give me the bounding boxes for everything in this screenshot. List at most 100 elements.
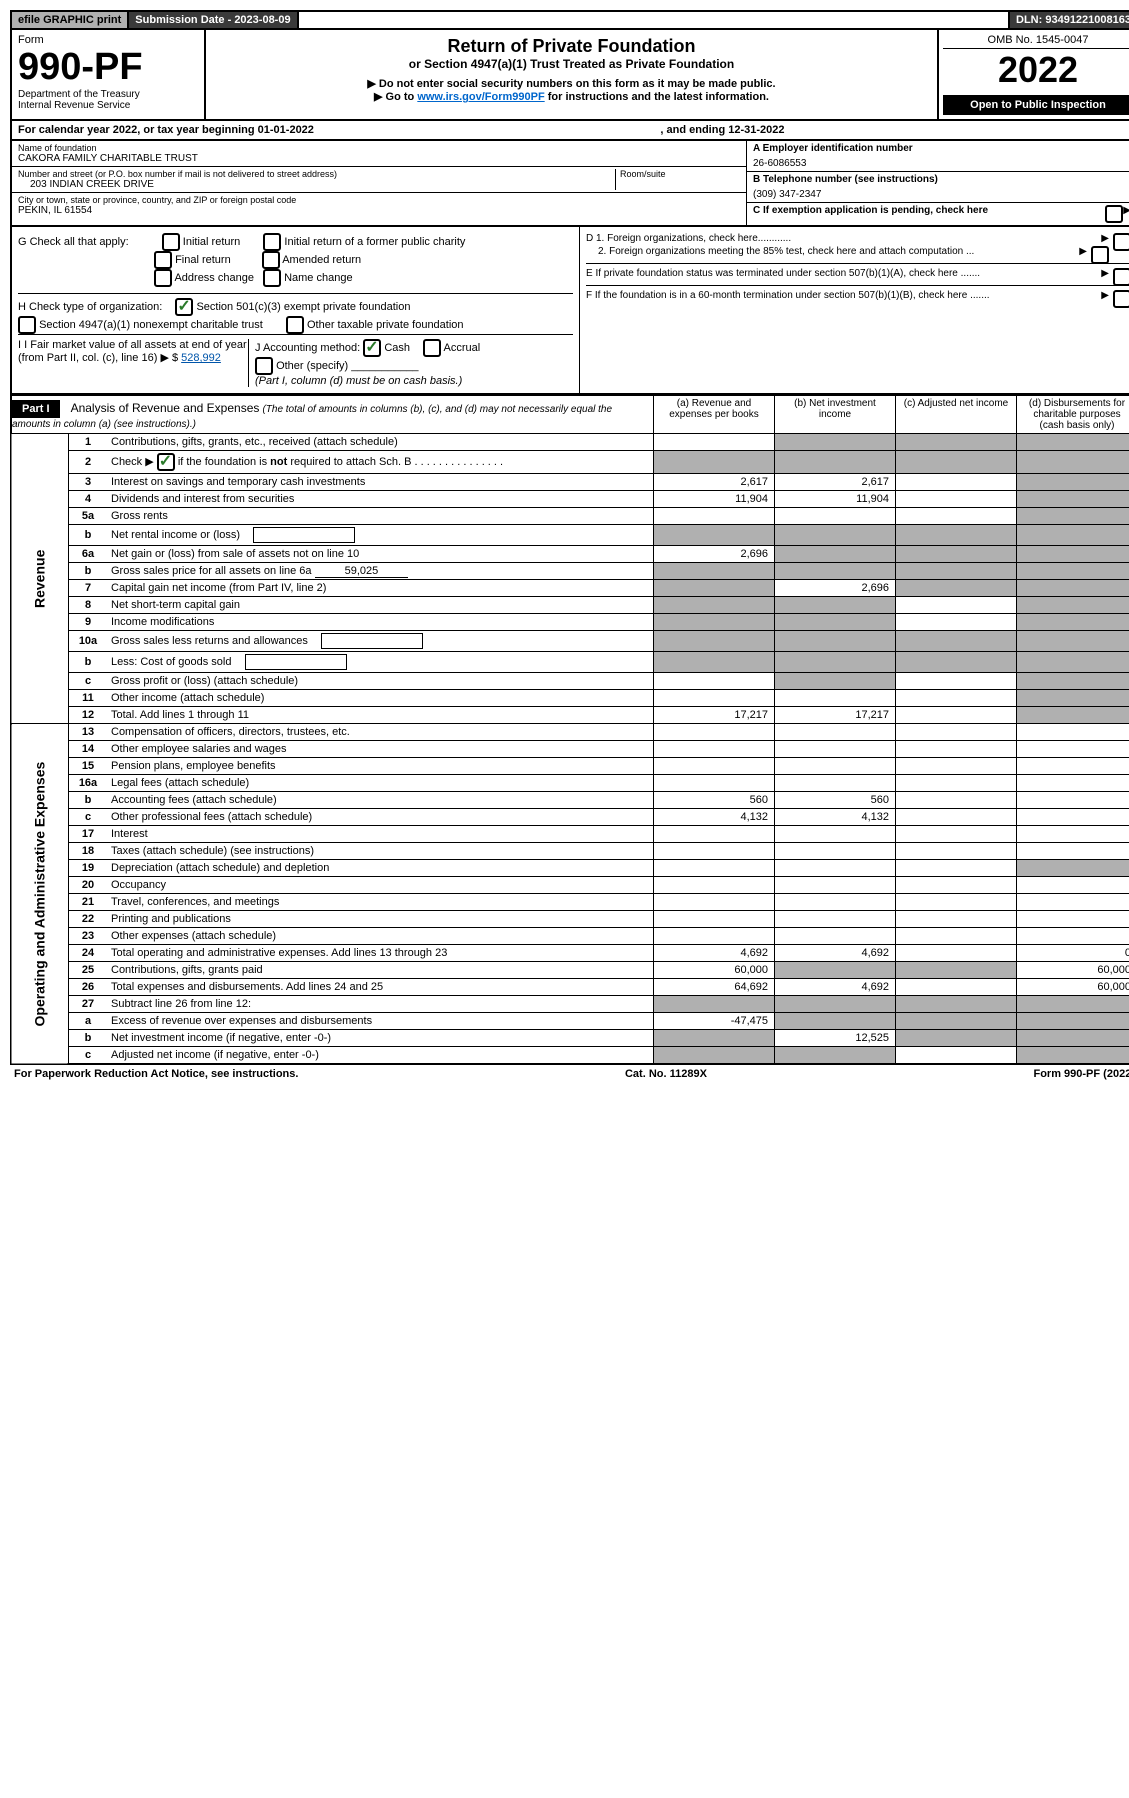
city-label: City or town, state or province, country… bbox=[18, 195, 740, 205]
line-description: Dividends and interest from securities bbox=[107, 491, 654, 508]
amount-col-c bbox=[896, 945, 1017, 962]
line-description: Taxes (attach schedule) (see instruction… bbox=[107, 843, 654, 860]
footer: For Paperwork Reduction Act Notice, see … bbox=[10, 1065, 1129, 1083]
amount-col-b bbox=[775, 877, 896, 894]
g-address-change[interactable] bbox=[154, 269, 172, 287]
form-number: 990-PF bbox=[18, 46, 198, 89]
amount-col-d bbox=[1017, 631, 1129, 652]
g-initial-return[interactable] bbox=[162, 233, 180, 251]
amount-col-a bbox=[654, 894, 775, 911]
e-checkbox[interactable] bbox=[1113, 268, 1129, 286]
g-initial-former[interactable] bbox=[263, 233, 281, 251]
amount-col-c bbox=[896, 741, 1017, 758]
line-number: 16a bbox=[69, 775, 108, 792]
e-row: E If private foundation status was termi… bbox=[586, 263, 1129, 279]
line-number: b bbox=[69, 792, 108, 809]
amount-col-a bbox=[654, 673, 775, 690]
amount-col-c bbox=[896, 860, 1017, 877]
footer-right: Form 990-PF (2022) bbox=[1033, 1068, 1129, 1080]
g-amended[interactable] bbox=[262, 251, 280, 269]
calendar-year-row: For calendar year 2022, or tax year begi… bbox=[10, 121, 1129, 141]
table-row: 15Pension plans, employee benefits bbox=[11, 758, 1129, 775]
check-left: G Check all that apply: Initial return I… bbox=[12, 227, 579, 393]
line-number: 3 bbox=[69, 474, 108, 491]
arrow-icon bbox=[1123, 205, 1129, 216]
side-label: Operating and Administrative Expenses bbox=[11, 724, 69, 1065]
efile-label[interactable]: efile GRAPHIC print bbox=[12, 12, 127, 28]
city-value: PEKIN, IL 61554 bbox=[18, 205, 740, 216]
instr2-prefix: ▶ Go to bbox=[374, 91, 417, 103]
g-opt3: Amended return bbox=[282, 254, 361, 266]
info-right: A Employer identification number 26-6086… bbox=[746, 141, 1129, 225]
line-description: Legal fees (attach schedule) bbox=[107, 775, 654, 792]
instr2-suffix: for instructions and the latest informat… bbox=[545, 91, 769, 103]
line-description: Adjusted net income (if negative, enter … bbox=[107, 1047, 654, 1065]
amount-col-a bbox=[654, 911, 775, 928]
amount-col-c bbox=[896, 631, 1017, 652]
table-row: aExcess of revenue over expenses and dis… bbox=[11, 1013, 1129, 1030]
d1-checkbox[interactable] bbox=[1113, 233, 1129, 251]
amount-col-a: -47,475 bbox=[654, 1013, 775, 1030]
amount-col-d bbox=[1017, 894, 1129, 911]
f-row: F If the foundation is in a 60-month ter… bbox=[586, 285, 1129, 301]
irs-link[interactable]: www.irs.gov/Form990PF bbox=[417, 91, 544, 103]
table-row: 7Capital gain net income (from Part IV, … bbox=[11, 580, 1129, 597]
j-cash[interactable] bbox=[363, 339, 381, 357]
amount-col-d bbox=[1017, 775, 1129, 792]
h-4947[interactable] bbox=[18, 316, 36, 334]
table-row: 12Total. Add lines 1 through 1117,21717,… bbox=[11, 707, 1129, 724]
amount-col-c bbox=[896, 758, 1017, 775]
check-right: D 1. D 1. Foreign organizations, check h… bbox=[579, 227, 1129, 393]
h-501c3[interactable] bbox=[175, 298, 193, 316]
table-row: cOther professional fees (attach schedul… bbox=[11, 809, 1129, 826]
amount-col-b bbox=[775, 894, 896, 911]
amount-col-d bbox=[1017, 741, 1129, 758]
line-number: 15 bbox=[69, 758, 108, 775]
c-checkbox[interactable] bbox=[1105, 205, 1123, 223]
amount-col-b: 4,132 bbox=[775, 809, 896, 826]
line-description: Printing and publications bbox=[107, 911, 654, 928]
amount-col-a: 4,132 bbox=[654, 809, 775, 826]
d2-checkbox[interactable] bbox=[1091, 246, 1109, 264]
amount-col-d bbox=[1017, 451, 1129, 474]
amount-col-d bbox=[1017, 580, 1129, 597]
header-center: Return of Private Foundation or Section … bbox=[206, 30, 937, 119]
submission-date: Submission Date - 2023-08-09 bbox=[129, 12, 296, 28]
amount-col-a bbox=[654, 631, 775, 652]
g-name-change[interactable] bbox=[263, 269, 281, 287]
f-checkbox[interactable] bbox=[1113, 290, 1129, 308]
amount-col-b bbox=[775, 690, 896, 707]
amount-col-c bbox=[896, 894, 1017, 911]
name-label: Name of foundation bbox=[18, 143, 740, 153]
table-row: 22Printing and publications bbox=[11, 911, 1129, 928]
amount-col-c bbox=[896, 652, 1017, 673]
amount-col-a bbox=[654, 1047, 775, 1065]
omb-number: OMB No. 1545-0047 bbox=[943, 34, 1129, 49]
sch-b-checkbox[interactable] bbox=[157, 453, 175, 471]
amount-col-d bbox=[1017, 652, 1129, 673]
amount-col-a bbox=[654, 580, 775, 597]
amount-col-b bbox=[775, 826, 896, 843]
col-c-header: (c) Adjusted net income bbox=[896, 396, 1017, 434]
h-other-taxable[interactable] bbox=[286, 316, 304, 334]
amount-col-b: 2,696 bbox=[775, 580, 896, 597]
j-accrual[interactable] bbox=[423, 339, 441, 357]
amount-col-a bbox=[654, 741, 775, 758]
cal-year-a: For calendar year 2022, or tax year begi… bbox=[18, 124, 314, 136]
table-row: cGross profit or (loss) (attach schedule… bbox=[11, 673, 1129, 690]
amount-col-b bbox=[775, 928, 896, 945]
amount-col-d bbox=[1017, 996, 1129, 1013]
amount-col-b bbox=[775, 508, 896, 525]
amount-col-c bbox=[896, 843, 1017, 860]
j-other[interactable] bbox=[255, 357, 273, 375]
line-number: 7 bbox=[69, 580, 108, 597]
phone-cell: B Telephone number (see instructions) (3… bbox=[747, 172, 1129, 203]
amount-col-b bbox=[775, 996, 896, 1013]
ein-value: 26-6086553 bbox=[753, 154, 1129, 169]
g-final-return[interactable] bbox=[154, 251, 172, 269]
line-description: Net gain or (loss) from sale of assets n… bbox=[107, 546, 654, 563]
e-arrow: ▶ bbox=[1101, 268, 1109, 279]
g-opt1: Initial return of a former public charit… bbox=[284, 236, 465, 248]
table-row: bNet investment income (if negative, ent… bbox=[11, 1030, 1129, 1047]
amount-col-a bbox=[654, 525, 775, 546]
